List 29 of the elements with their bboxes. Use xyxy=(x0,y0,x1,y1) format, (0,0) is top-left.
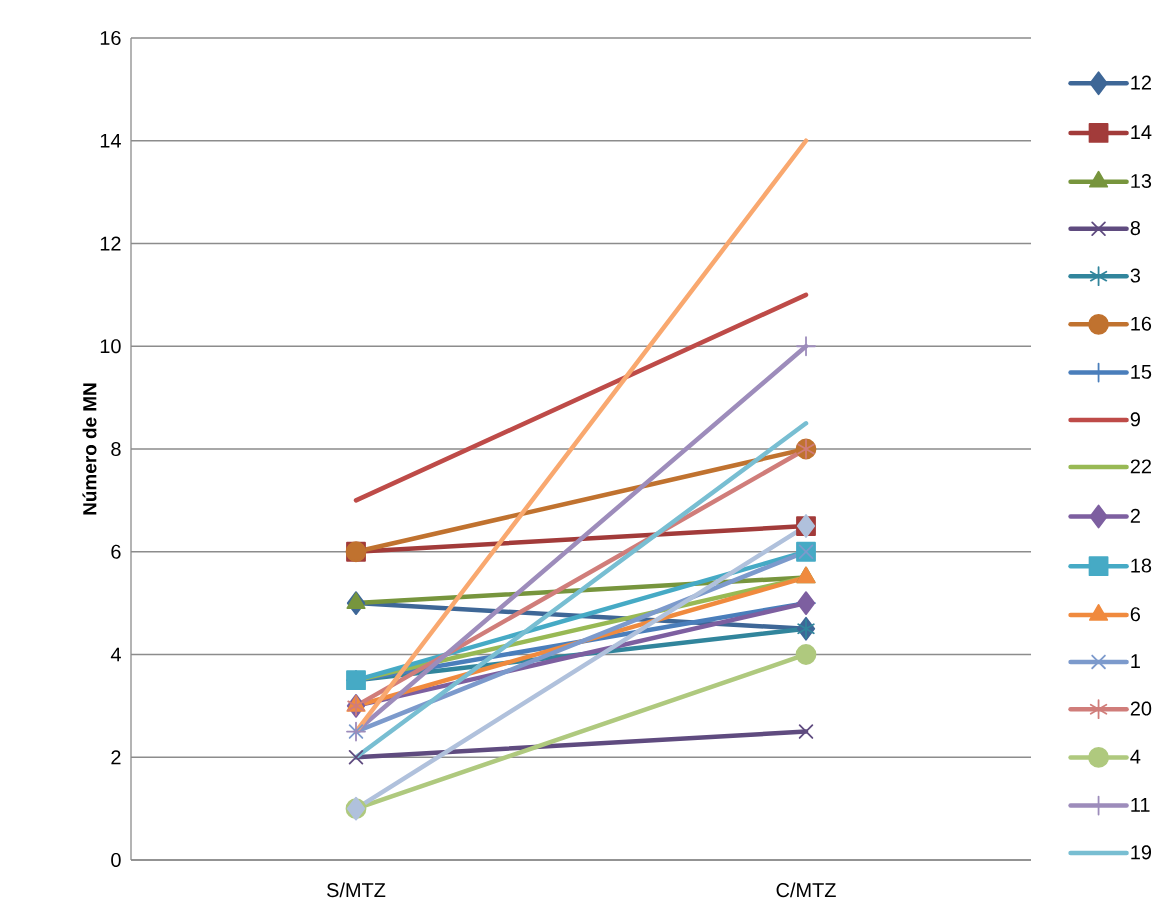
legend-label: 3 xyxy=(1130,268,1141,283)
y-tick-label: 6 xyxy=(111,544,121,559)
legend-label: 22 xyxy=(1130,459,1151,474)
x-tick-label: C/MTZ xyxy=(776,882,836,898)
y-tick-label: 2 xyxy=(111,750,121,765)
y-tick-label: 4 xyxy=(110,647,121,662)
y-tick-label: 14 xyxy=(100,133,121,148)
legend-label: 1 xyxy=(1131,654,1140,668)
legend-label: 9 xyxy=(1130,412,1140,427)
legend-label: 20 xyxy=(1130,701,1152,716)
legend-label: 16 xyxy=(1131,316,1152,331)
legend-label: 12 xyxy=(1131,75,1151,90)
y-tick-label: 10 xyxy=(100,339,121,354)
legend-label: 15 xyxy=(1131,364,1152,379)
legend-label: 14 xyxy=(1131,125,1152,140)
y-tick-label: 0 xyxy=(111,852,121,868)
legend-label: 8 xyxy=(1130,221,1141,236)
legend-label: 13 xyxy=(1131,173,1152,189)
legend-label: 4 xyxy=(1130,749,1141,764)
legend-label: 19 xyxy=(1131,845,1152,860)
y-tick-label: 16 xyxy=(100,30,121,46)
legend-label: 2 xyxy=(1130,508,1140,523)
legend-label: 18 xyxy=(1131,558,1152,573)
y-axis-title: Número de MN xyxy=(82,383,97,515)
y-tick-label: 12 xyxy=(100,236,121,251)
legend-label: 6 xyxy=(1130,607,1141,622)
y-tick-label: 8 xyxy=(111,441,121,457)
x-tick-label: S/MTZ xyxy=(327,882,386,898)
legend-label: 11 xyxy=(1131,797,1150,812)
